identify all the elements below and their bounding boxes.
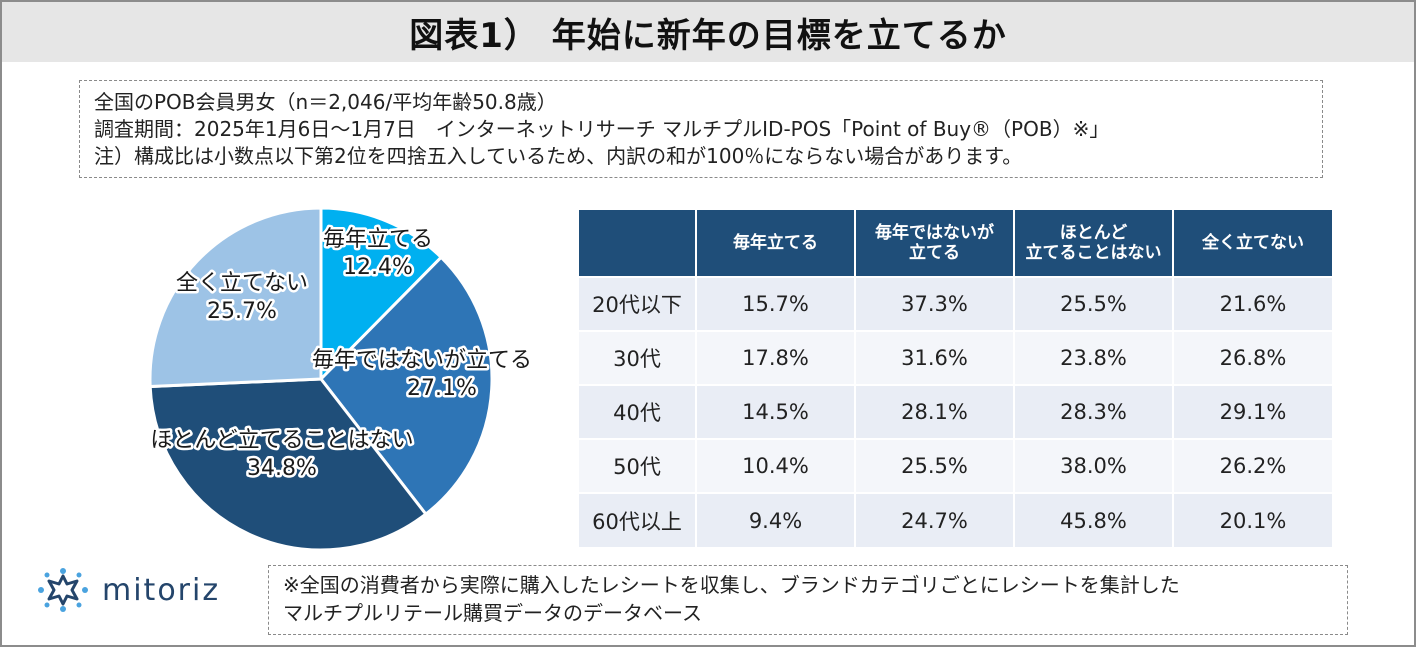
table-row: 30代 17.8% 31.6% 23.8% 26.8% (579, 330, 1332, 385)
pie-chart-area: 毎年立てる 12.4% 毎年ではないが立てる 27.1% ほとんど立てることはない 34.… (0, 190, 580, 570)
table-header-row: 毎年立てる 毎年ではないが 立てる ほとんど 立てることはない 全く立てない (579, 210, 1332, 277)
pie-label-never: 全く立てない (176, 271, 308, 296)
table-row: 40代 14.5% 28.1% 28.3% 29.1% (579, 384, 1332, 439)
col-header-never: 全く立てない (1173, 210, 1332, 277)
row-label: 60代以上 (579, 492, 697, 547)
survey-notes: 全国のPOB会員男女（n＝2,046/平均年齢50.8歳） 調査期間：2025年… (79, 80, 1323, 178)
footnote-box: ※全国の消費者から実際に購入したレシートを収集し、ブランドカテゴリごとにレシート… (268, 565, 1348, 635)
sparkle-logo-icon (38, 568, 88, 612)
pie-slice-not-every-year (319, 255, 494, 517)
pie-slice-never (148, 206, 323, 389)
footnote-line-2: マルチプルリテール購買データのデータベース (283, 601, 702, 625)
note-period: 調査期間：2025年1月6日～1月7日 インターネットリサーチ マルチプルID-… (94, 117, 1110, 141)
age-breakdown-table: 毎年立てる 毎年ではないが 立てる ほとんど 立てることはない 全く立てない 20代… (579, 210, 1332, 547)
pie-label-rarely: ほとんど立てることはない (150, 428, 413, 453)
table-cell: 38.0% (1014, 438, 1174, 493)
note-sample: 全国のPOB会員男女（n＝2,046/平均年齢50.8歳） (94, 90, 557, 114)
mitoriz-logo: mitoriz (34, 565, 220, 615)
table-cell: 24.7% (855, 492, 1015, 547)
row-label: 30代 (579, 330, 697, 385)
table-row: 50代 10.4% 25.5% 38.0% 26.2% (579, 438, 1332, 493)
table-cell: 37.3% (855, 276, 1015, 331)
table-row: 60代以上 9.4% 24.7% 45.8% 20.1% (579, 492, 1332, 547)
table-cell: 17.8% (696, 330, 856, 385)
title-bar: 図表1） 年始に新年の目標を立てるか (2, 2, 1414, 62)
table-cell: 23.8% (1014, 330, 1174, 385)
col-header-every-year: 毎年立てる (696, 210, 856, 277)
pie-value-never: 25.7% (207, 299, 277, 324)
table-cell: 21.6% (1173, 276, 1332, 331)
table-cell: 15.7% (696, 276, 856, 331)
row-label: 40代 (579, 384, 697, 439)
pie-label-not-every-year: 毎年ではないが立てる (312, 348, 532, 373)
table-cell: 31.6% (855, 330, 1015, 385)
table-cell: 29.1% (1173, 384, 1332, 439)
col-header-not-every-year: 毎年ではないが 立てる (855, 210, 1015, 277)
table-cell: 26.8% (1173, 330, 1332, 385)
table-cell: 9.4% (696, 492, 856, 547)
table-cell: 20.1% (1173, 492, 1332, 547)
table-corner-cell (579, 210, 697, 277)
pie-chart: 毎年立てる 12.4% 毎年ではないが立てる 27.1% ほとんど立てることはない 34.… (148, 206, 535, 552)
pie-value-not-every-year: 27.1% (407, 376, 477, 401)
pie-slice-every-year (319, 206, 444, 383)
note-rounding: 注）構成比は小数点以下第2位を四捨五入しているため、内訳の和が100％にならない… (94, 144, 1023, 168)
col-header-rarely: ほとんど 立てることはない (1014, 210, 1174, 277)
pie-value-every-year: 12.4% (343, 255, 413, 280)
row-label: 20代以下 (579, 276, 697, 331)
table-cell: 25.5% (1014, 276, 1174, 331)
page-title: 図表1） 年始に新年の目標を立てるか (409, 15, 1007, 56)
table-cell: 14.5% (696, 384, 856, 439)
footnote-line-1: ※全国の消費者から実際に購入したレシートを収集し、ブランドカテゴリごとにレシート… (283, 573, 1180, 597)
table-cell: 45.8% (1014, 492, 1174, 547)
table-cell: 26.2% (1173, 438, 1332, 493)
logo-text: mitoriz (102, 572, 221, 608)
pie-value-rarely: 34.8% (247, 456, 317, 481)
table-cell: 25.5% (855, 438, 1015, 493)
row-label: 50代 (579, 438, 697, 493)
table-row: 20代以下 15.7% 37.3% 25.5% 21.6% (579, 276, 1332, 331)
pie-label-every-year: 毎年立てる (323, 227, 433, 252)
table-cell: 10.4% (696, 438, 856, 493)
table-cell: 28.3% (1014, 384, 1174, 439)
pie-slice-rarely (148, 377, 428, 552)
table-cell: 28.1% (855, 384, 1015, 439)
